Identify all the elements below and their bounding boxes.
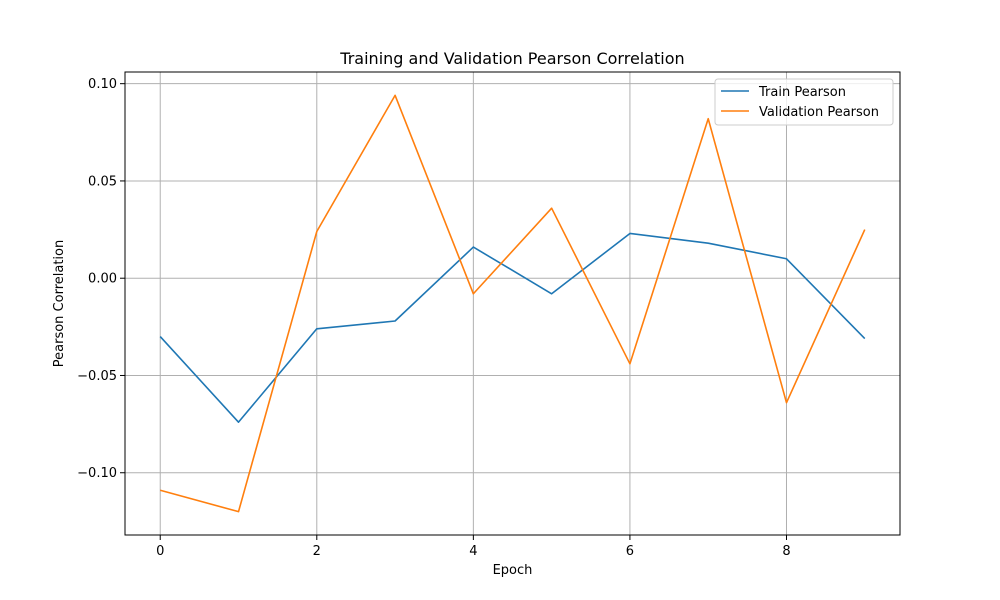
- x-tick-label: 8: [782, 544, 790, 559]
- series-group: [159, 94, 866, 513]
- legend-box: [714, 78, 894, 126]
- series-line-train-pearson: [159, 232, 866, 423]
- plot-frame: [124, 71, 901, 536]
- y-tick-label: 0.05: [88, 174, 117, 189]
- x-tick-label: 6: [626, 544, 634, 559]
- chart-title: Training and Validation Pearson Correlat…: [339, 49, 684, 68]
- axis-ticks: 0 2 4 6 8 −0.10 −0.05 0.00 0.05 0.10: [77, 77, 790, 559]
- y-tick-label: 0.10: [88, 77, 117, 92]
- y-tick-label: −0.10: [77, 466, 117, 481]
- y-tick-label: −0.05: [77, 369, 117, 384]
- x-axis-label: Epoch: [493, 563, 533, 578]
- y-axis-label: Pearson Correlation: [52, 240, 67, 367]
- legend-label-validation: Validation Pearson: [759, 105, 879, 120]
- legend: Train Pearson Validation Pearson: [714, 78, 894, 126]
- x-tick-label: 2: [313, 544, 321, 559]
- legend-label-train: Train Pearson: [758, 85, 846, 100]
- x-tick-label: 0: [156, 544, 164, 559]
- series-line-validation-pearson: [160, 94, 866, 513]
- x-tick-label: 4: [469, 544, 477, 559]
- y-tick-label: 0.00: [88, 272, 117, 287]
